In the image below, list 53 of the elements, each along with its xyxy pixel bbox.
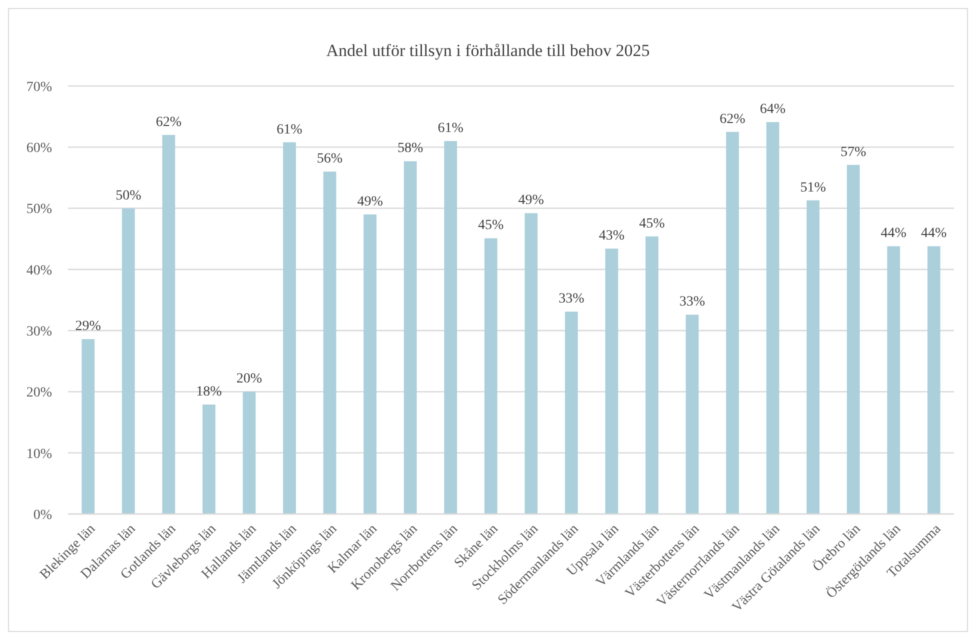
bar bbox=[404, 161, 417, 514]
bar bbox=[927, 246, 940, 514]
bar bbox=[283, 142, 296, 514]
bar bbox=[605, 248, 618, 514]
data-label: 64% bbox=[760, 102, 786, 118]
y-tick-label: 0% bbox=[33, 508, 52, 523]
y-tick-label: 60% bbox=[26, 141, 52, 156]
data-label: 56% bbox=[316, 152, 343, 167]
y-tick-label: 20% bbox=[26, 386, 52, 401]
y-tick-label: 30% bbox=[26, 324, 52, 340]
y-tick-label: 70% bbox=[26, 80, 52, 95]
data-label: 57% bbox=[840, 144, 866, 160]
data-label: 18% bbox=[196, 384, 222, 400]
data-label: 49% bbox=[518, 193, 544, 208]
data-label: 33% bbox=[679, 294, 706, 310]
bar bbox=[444, 141, 458, 514]
data-label: 62% bbox=[720, 112, 746, 127]
bar bbox=[806, 200, 820, 514]
data-label: 61% bbox=[276, 122, 303, 138]
bar bbox=[82, 339, 95, 514]
data-label: 29% bbox=[75, 319, 102, 334]
chart-title: Andel utför tillsyn i förhållande till behov 2025 bbox=[326, 41, 650, 60]
y-tick-label: 40% bbox=[26, 263, 52, 278]
bar bbox=[122, 208, 135, 514]
bar bbox=[887, 246, 900, 514]
data-label: 45% bbox=[639, 216, 666, 232]
y-tick-label: 10% bbox=[26, 446, 52, 462]
bar bbox=[364, 214, 376, 514]
data-label: 51% bbox=[800, 180, 826, 196]
bar bbox=[646, 236, 658, 514]
bar bbox=[846, 164, 860, 514]
data-label: 50% bbox=[116, 188, 142, 204]
data-label: 62% bbox=[156, 114, 182, 130]
bar bbox=[202, 404, 216, 514]
data-label: 20% bbox=[236, 372, 262, 387]
data-label: 58% bbox=[397, 141, 424, 156]
data-label: 44% bbox=[880, 226, 907, 242]
data-label: 43% bbox=[598, 228, 625, 244]
y-tick-label: 50% bbox=[26, 202, 52, 218]
bar bbox=[242, 392, 256, 514]
data-label: 49% bbox=[357, 194, 384, 210]
bar bbox=[766, 122, 780, 514]
data-label: 61% bbox=[438, 121, 464, 136]
bar bbox=[726, 132, 739, 514]
bar bbox=[524, 213, 538, 514]
bar bbox=[484, 238, 498, 514]
data-label: 45% bbox=[478, 218, 504, 234]
data-label: 44% bbox=[921, 226, 948, 242]
bar bbox=[323, 172, 336, 514]
bar bbox=[686, 314, 699, 514]
bar bbox=[564, 312, 578, 514]
bar bbox=[162, 134, 176, 514]
data-label: 33% bbox=[558, 292, 585, 307]
